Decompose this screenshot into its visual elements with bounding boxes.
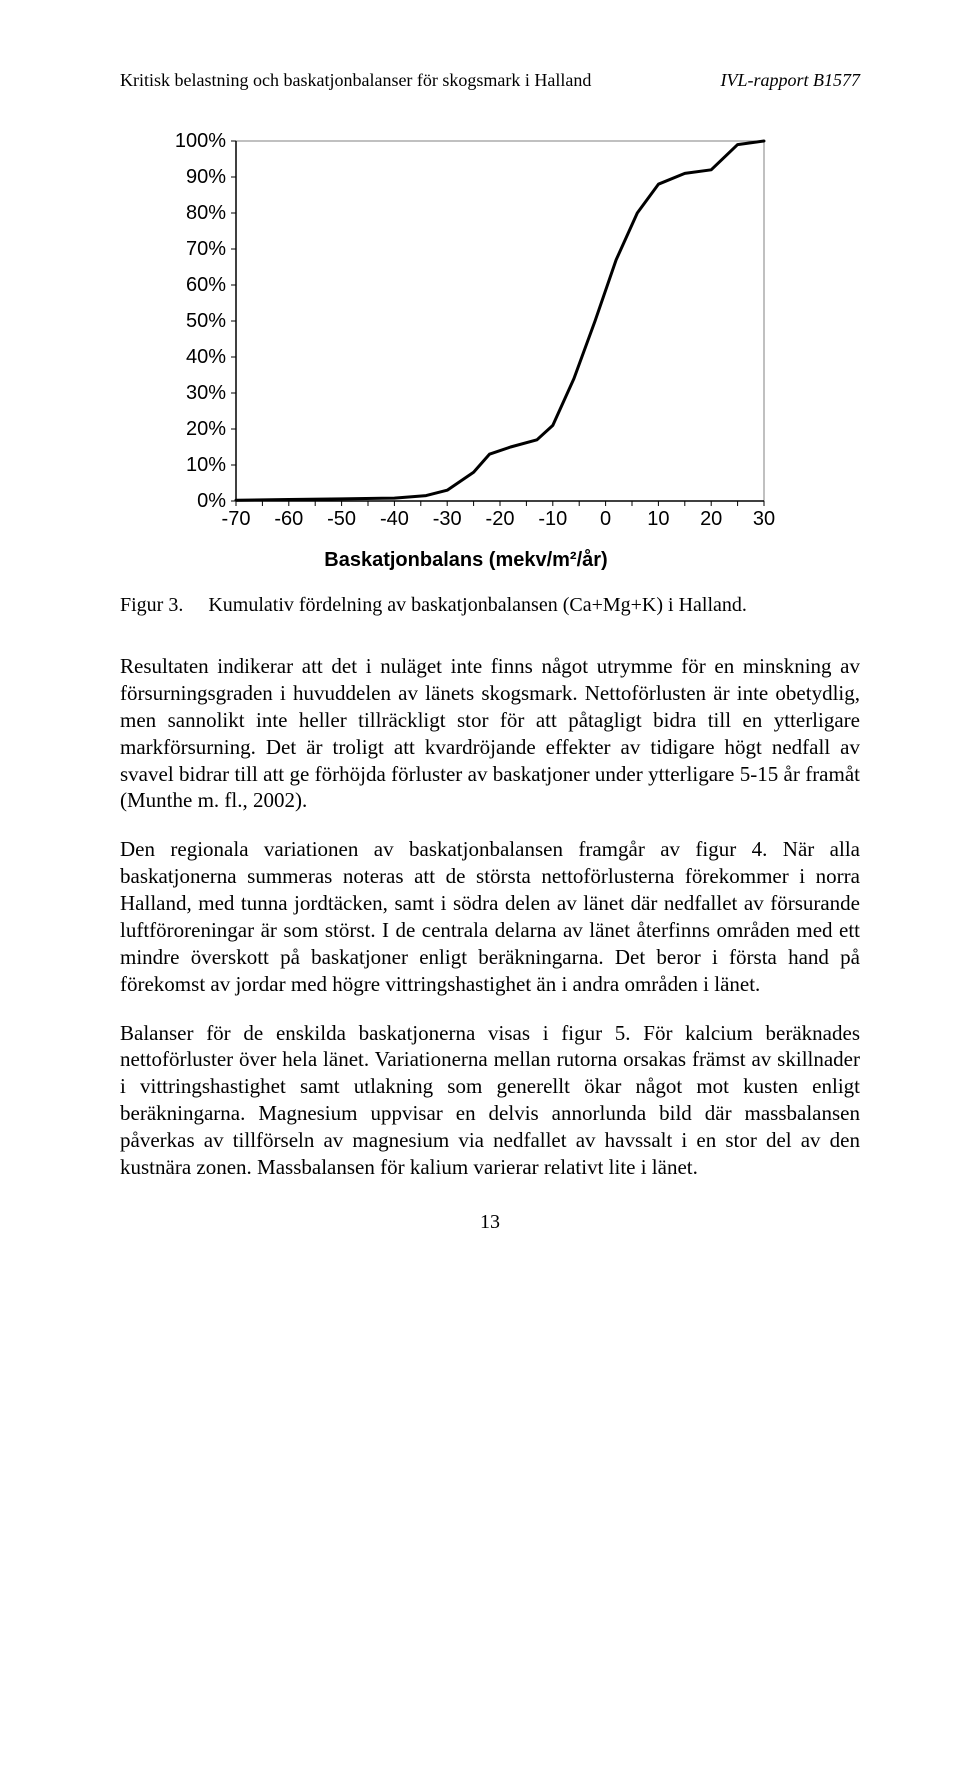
svg-text:0: 0 — [600, 508, 611, 530]
svg-text:-30: -30 — [433, 508, 462, 530]
svg-text:70%: 70% — [186, 238, 226, 260]
figure-text: Kumulativ fördelning av baskatjonbalanse… — [208, 594, 747, 616]
page-number: 13 — [480, 1211, 500, 1233]
svg-text:20: 20 — [700, 508, 722, 530]
svg-text:30: 30 — [753, 508, 775, 530]
figure-caption: Figur 3. Kumulativ fördelning av baskatj… — [120, 594, 860, 617]
svg-text:-50: -50 — [327, 508, 356, 530]
body-paragraph-1: Resultaten indikerar att det i nuläget i… — [120, 653, 860, 814]
svg-text:30%: 30% — [186, 382, 226, 404]
figure-label: Figur 3. — [120, 594, 183, 616]
chart-xlabel: Baskatjonbalans (mekv/m²/år) — [156, 549, 776, 572]
svg-text:-40: -40 — [380, 508, 409, 530]
svg-text:20%: 20% — [186, 418, 226, 440]
header-left: Kritisk belastning och baskatjonbalanser… — [120, 70, 591, 91]
svg-text:-70: -70 — [222, 508, 251, 530]
svg-text:-20: -20 — [486, 508, 515, 530]
svg-text:50%: 50% — [186, 310, 226, 332]
svg-text:40%: 40% — [186, 346, 226, 368]
svg-text:-60: -60 — [274, 508, 303, 530]
header-right: IVL-rapport B1577 — [721, 70, 861, 91]
svg-text:10: 10 — [647, 508, 669, 530]
page-footer: 13 — [120, 1211, 860, 1234]
svg-text:80%: 80% — [186, 202, 226, 224]
chart-svg: 0%10%20%30%40%50%60%70%80%90%100%-70-60-… — [156, 131, 776, 541]
body-paragraph-2: Den regionala variationen av baskatjonba… — [120, 836, 860, 997]
cumulative-distribution-chart: 0%10%20%30%40%50%60%70%80%90%100%-70-60-… — [156, 131, 776, 572]
page-header: Kritisk belastning och baskatjonbalanser… — [120, 70, 860, 91]
body-paragraph-3: Balanser för de enskilda baskatjonerna v… — [120, 1020, 860, 1181]
svg-text:10%: 10% — [186, 454, 226, 476]
svg-text:100%: 100% — [175, 131, 226, 152]
svg-text:60%: 60% — [186, 274, 226, 296]
svg-text:-10: -10 — [538, 508, 567, 530]
svg-text:90%: 90% — [186, 166, 226, 188]
